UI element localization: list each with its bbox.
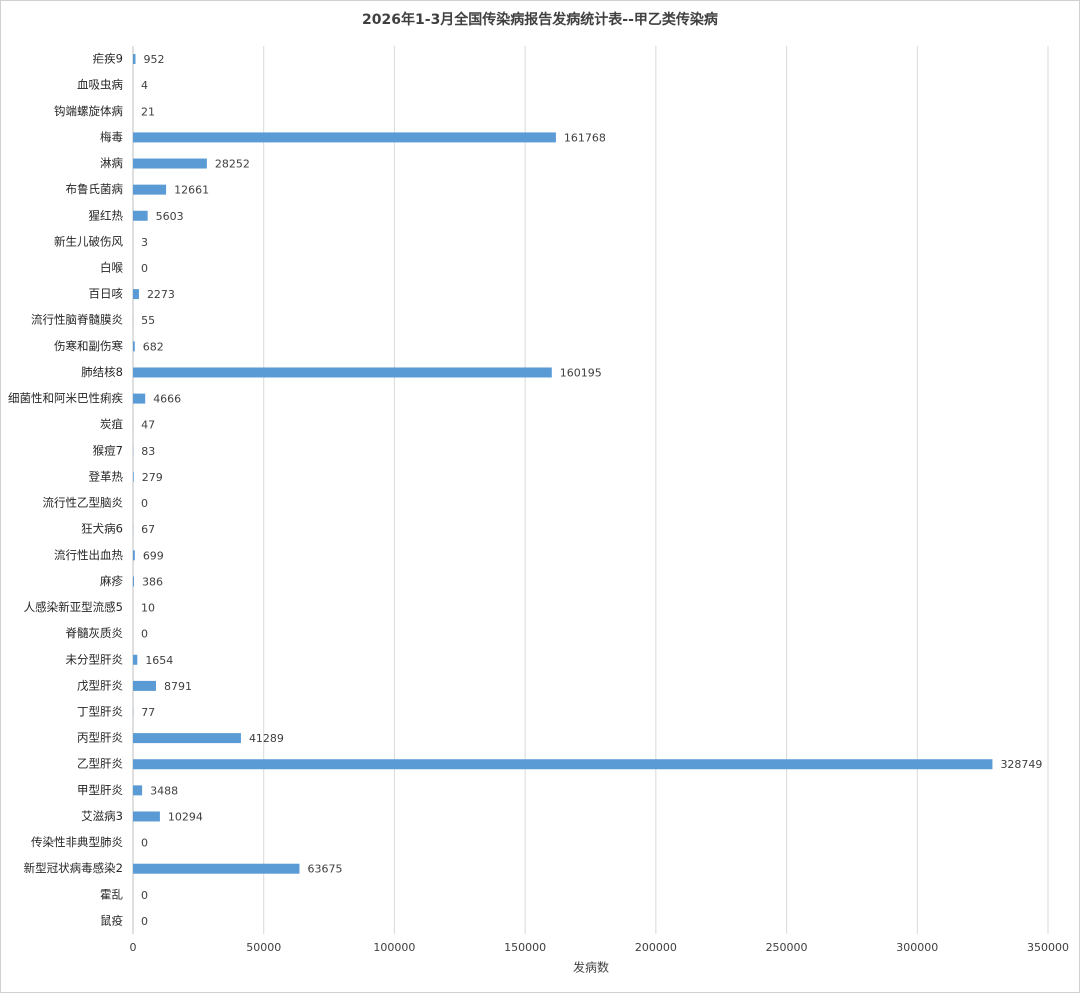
y-tick-label: 人感染新亚型流感5	[24, 600, 123, 614]
bar	[133, 863, 300, 874]
bar	[133, 471, 134, 482]
bar	[133, 733, 241, 744]
y-tick-label: 梅毒	[100, 130, 123, 144]
bar	[133, 759, 993, 770]
value-label: 5603	[156, 210, 184, 223]
value-label: 3	[141, 236, 148, 249]
value-label: 328749	[1000, 758, 1042, 771]
bar	[133, 158, 207, 169]
bar	[133, 54, 136, 65]
y-tick-label: 传染性非典型肺炎	[31, 835, 123, 849]
y-tick-label: 狂犬病6	[81, 522, 123, 536]
value-label: 4	[141, 79, 148, 92]
y-tick-label: 鼠疫	[100, 913, 123, 927]
y-tick-label: 肺结核8	[81, 365, 123, 379]
value-label: 28252	[215, 158, 250, 171]
y-tick-label: 丙型肝炎	[77, 731, 123, 745]
y-tick-label: 流行性出血热	[54, 548, 123, 562]
value-label: 12661	[174, 184, 209, 197]
y-tick-label: 淋病	[100, 156, 123, 170]
bar	[133, 654, 138, 665]
value-label: 2273	[147, 288, 175, 301]
bar	[133, 367, 552, 378]
bar	[133, 811, 160, 822]
y-tick-label: 伤寒和副伤寒	[54, 339, 123, 353]
value-label: 10294	[168, 810, 203, 823]
y-tick-label: 血吸虫病	[77, 78, 123, 92]
value-label: 8791	[164, 680, 192, 693]
y-tick-label: 乙型肝炎	[77, 757, 123, 771]
value-label: 161768	[564, 131, 606, 144]
y-tick-label: 流行性脑脊髓膜炎	[31, 313, 123, 327]
x-tick-label: 50000	[246, 941, 281, 954]
value-label: 0	[141, 837, 148, 850]
y-tick-label: 细菌性和阿米巴性痢疾	[8, 391, 123, 405]
y-tick-label: 未分型肝炎	[66, 652, 124, 666]
x-tick-label: 100000	[373, 941, 415, 954]
x-tick-label: 150000	[504, 941, 546, 954]
x-tick-label: 250000	[766, 941, 808, 954]
value-label: 4666	[153, 393, 181, 406]
value-label: 47	[141, 419, 155, 432]
value-label: 83	[141, 445, 155, 458]
y-tick-label: 流行性乙型脑炎	[43, 496, 124, 510]
bar	[133, 132, 556, 143]
value-label: 682	[143, 340, 164, 353]
x-tick-label: 200000	[635, 941, 677, 954]
y-tick-label: 猩红热	[89, 208, 124, 222]
bar	[133, 550, 135, 561]
bar	[133, 393, 146, 404]
bar	[133, 184, 167, 195]
y-tick-label: 百日咳	[89, 287, 124, 301]
x-tick-label: 300000	[896, 941, 938, 954]
y-tick-label: 钩端螺旋体病	[54, 104, 123, 118]
y-tick-label: 炭疽	[100, 417, 123, 431]
value-label: 21	[141, 105, 155, 118]
y-tick-label: 新型冠状病毒感染2	[24, 861, 123, 875]
bar	[133, 210, 148, 221]
value-label: 0	[141, 497, 148, 510]
value-label: 3488	[150, 784, 178, 797]
y-tick-label: 艾滋病3	[81, 809, 123, 823]
bar	[133, 576, 135, 587]
value-label: 67	[141, 523, 155, 536]
y-tick-label: 猴痘7	[93, 443, 123, 457]
y-tick-label: 戊型肝炎	[77, 678, 123, 692]
value-label: 0	[141, 915, 148, 928]
value-label: 699	[143, 549, 164, 562]
y-tick-label: 登革热	[89, 469, 124, 483]
value-label: 952	[143, 53, 164, 66]
value-label: 77	[141, 706, 155, 719]
y-tick-label: 麻疹	[100, 574, 123, 588]
value-label: 0	[141, 262, 148, 275]
value-label: 160195	[560, 366, 602, 379]
y-tick-label: 甲型肝炎	[77, 783, 123, 797]
chart-title: 2026年1-3月全国传染病报告发病统计表--甲乙类传染病	[362, 11, 718, 28]
y-tick-label: 白喉	[100, 261, 123, 275]
value-label: 279	[142, 471, 163, 484]
value-label: 10	[141, 602, 155, 615]
value-label: 63675	[307, 863, 342, 876]
y-tick-label: 脊髓灰质炎	[66, 626, 124, 640]
bar	[133, 341, 135, 352]
value-label: 386	[142, 575, 163, 588]
value-label: 0	[141, 889, 148, 902]
bar	[133, 289, 139, 300]
x-axis-label: 发病数	[573, 960, 609, 975]
y-tick-label: 丁型肝炎	[77, 705, 123, 719]
y-tick-label: 疟疾9	[93, 52, 123, 66]
y-tick-label: 布鲁氏菌病	[66, 182, 124, 196]
bar	[133, 680, 156, 691]
x-tick-label: 350000	[1027, 941, 1069, 954]
x-tick-label: 0	[130, 941, 137, 954]
bar	[133, 785, 143, 796]
value-label: 0	[141, 628, 148, 641]
y-tick-label: 新生儿破伤风	[54, 234, 123, 248]
value-label: 1654	[145, 654, 173, 667]
value-label: 41289	[249, 732, 284, 745]
value-label: 55	[141, 314, 155, 327]
y-tick-label: 霍乱	[100, 887, 123, 901]
